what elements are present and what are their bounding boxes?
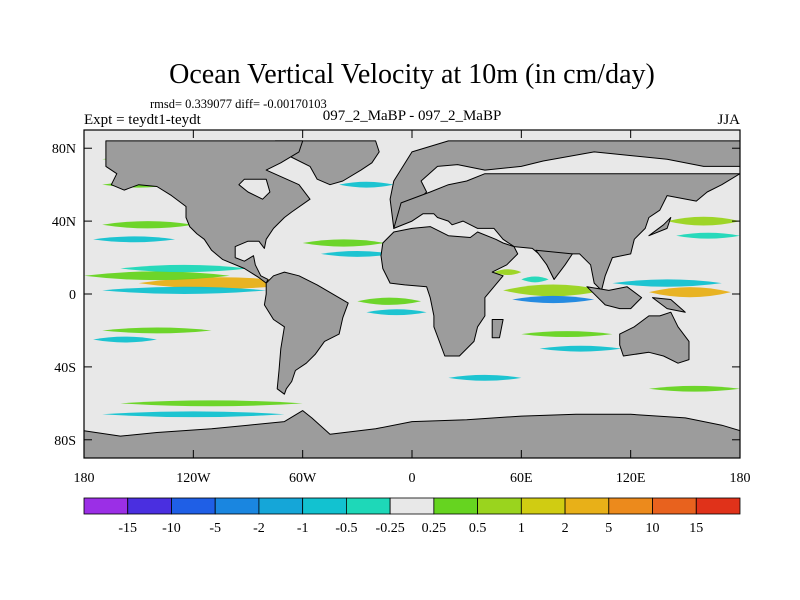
anomaly-streak-14 [676, 232, 740, 239]
anomaly-streak-8 [612, 279, 722, 287]
colorbar-label: -2 [253, 521, 265, 536]
x-tick-label: 60W [289, 471, 317, 486]
anomaly-streak-22 [102, 411, 285, 418]
anomaly-streak-13 [667, 216, 740, 226]
land-indonesia [586, 286, 643, 310]
land-japan [648, 217, 672, 237]
anomaly-streak-29 [521, 276, 549, 283]
anomaly-streak-7 [648, 287, 731, 298]
colorbar-swatch [520, 497, 566, 515]
chart-title: Ocean Vertical Velocity at 10m (in cm/da… [169, 59, 655, 90]
anomaly-streak-12 [320, 250, 394, 257]
x-tick-label: 180 [730, 471, 751, 486]
x-tick-label: 0 [409, 471, 416, 486]
anomaly-streak-9 [102, 221, 194, 229]
anomaly-streak-19 [521, 331, 613, 338]
colorbar-swatch [564, 497, 610, 515]
colorbar-label: 2 [562, 521, 569, 536]
colorbar-swatch [608, 497, 653, 515]
anomaly-streak-26 [448, 374, 522, 381]
colorbar-label: 1 [518, 521, 525, 536]
case-label: 097_2_MaBP - 097_2_MaBP [323, 108, 502, 124]
land-india [535, 249, 573, 280]
land-south-america [263, 271, 349, 395]
land-africa-arabia [380, 226, 519, 357]
colorbar: -15 -10 -5 -2 -1 -0.5 -0.25 0.25 0.5 1 2 5 10 15 [83, 497, 741, 536]
land-layer [84, 140, 740, 458]
season-label: JJA [717, 112, 740, 128]
land-north-america [105, 140, 311, 284]
y-tick-label: 80S [54, 434, 76, 449]
map-area [84, 130, 740, 458]
anomaly-streak-20 [539, 345, 622, 352]
land-madagascar [491, 319, 504, 339]
colorbar-swatch [171, 497, 216, 515]
anomaly-streak-5 [503, 284, 604, 297]
colorbar-swatch [345, 497, 391, 515]
x-tick-label: 60E [510, 471, 533, 486]
anomaly-streak-16 [93, 336, 157, 343]
colorbar-swatch [389, 497, 435, 515]
colorbar-label: 15 [689, 521, 703, 536]
anomaly-streak-3 [84, 271, 230, 281]
y-tick-label: 0 [69, 288, 76, 303]
colorbar-label: 0.5 [469, 521, 487, 536]
colorbar-label: -5 [209, 521, 221, 536]
colorbar-label: -10 [162, 521, 181, 536]
anomaly-streak-17 [357, 297, 422, 305]
anomaly-streak-6 [512, 295, 595, 304]
colorbar-swatch [695, 497, 741, 515]
x-axis: 180 120W 60W 0 60E 120E 180 [74, 130, 751, 486]
colorbar-swatch [433, 497, 479, 515]
colorbar-label: -0.5 [335, 521, 357, 536]
anomaly-streak-27 [648, 385, 740, 392]
anomaly-streak-11 [302, 239, 385, 247]
land-hudson-bay [238, 178, 271, 200]
colorbar-swatch [258, 497, 304, 515]
colorbar-swatch [214, 497, 260, 515]
colorbar-label: 10 [646, 521, 660, 536]
anomaly-streak-2 [102, 286, 267, 294]
y-tick-label: 80N [52, 142, 76, 157]
colorbar-label: 5 [605, 521, 612, 536]
anomaly-streak-4 [120, 264, 248, 273]
y-tick-label: 40S [54, 361, 76, 376]
anomaly-streak-10 [93, 236, 176, 243]
colorbar-label: -15 [118, 521, 137, 536]
anomaly-streak-15 [102, 327, 212, 334]
anomaly-streak-28 [494, 269, 522, 276]
colorbar-label: -0.25 [376, 521, 405, 536]
land-australia [619, 311, 690, 364]
x-tick-label: 180 [74, 471, 95, 486]
colorbar-label: 0.25 [422, 521, 447, 536]
colorbar-swatch [127, 497, 172, 515]
experiment-label: Expt = teydt1-teydt [84, 112, 202, 128]
colorbar-label: -1 [297, 521, 309, 536]
y-axis: 80N 40N 0 40S 80S [52, 142, 740, 449]
x-tick-label: 120E [616, 471, 646, 486]
anomaly-streak-24 [339, 181, 394, 188]
colorbar-swatch [83, 497, 129, 515]
stats-line: rmsd= 0.339077 diff= -0.00170103 [150, 97, 327, 111]
anomaly-layer [84, 156, 740, 418]
anomaly-streak-21 [120, 400, 303, 407]
colorbar-swatch [477, 497, 522, 515]
colorbar-swatch [302, 497, 347, 515]
colorbar-swatch [652, 497, 697, 515]
land-new-guinea [652, 297, 686, 313]
anomaly-streak-18 [366, 309, 427, 316]
x-tick-label: 120W [176, 471, 211, 486]
land-antarctica [84, 410, 740, 458]
y-tick-label: 40N [52, 215, 76, 230]
